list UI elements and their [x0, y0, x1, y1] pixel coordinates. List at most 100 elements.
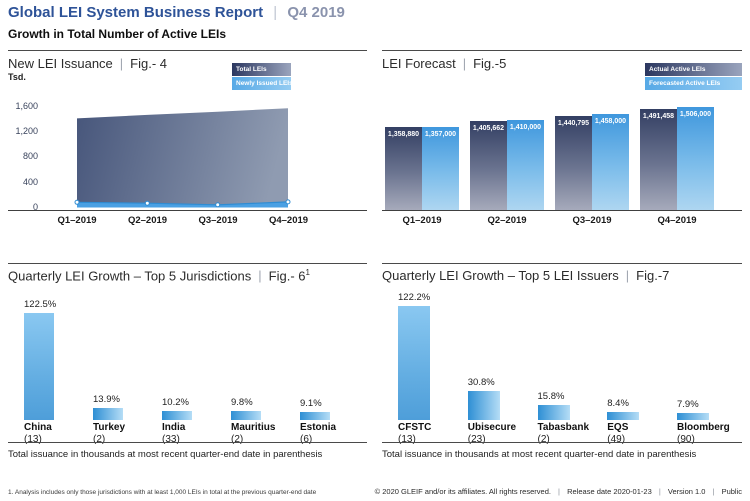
category-count-label: (33): [162, 434, 180, 445]
y-tick-label: 800: [22, 151, 38, 162]
category-count-label: (2): [231, 434, 244, 445]
footer-meta: © 2020 GLEIF and/or its affiliates. All …: [374, 487, 742, 496]
category-name-label: Tabasbank: [537, 422, 590, 433]
chart-title-top5-jurisdictions: Quarterly LEI Growth – Top 5 Jurisdictio…: [8, 268, 310, 284]
divider: [382, 442, 742, 443]
legend-total-leis: Total LEIs: [232, 63, 291, 76]
fig4-legend: Total LEIs Newly Issued LEIs: [232, 63, 293, 91]
bar-value-label: 1,491,458: [642, 113, 675, 121]
data-point-marker: [285, 199, 291, 205]
x-tick-label: Q4–2019: [268, 215, 309, 226]
title-pipe: |: [462, 56, 467, 71]
divider: [8, 50, 367, 51]
bar-value-label: 1,506,000: [679, 111, 712, 119]
category-count-label: (23): [467, 434, 486, 445]
chart-title-lei-forecast: LEI Forecast | Fig.-5: [382, 56, 507, 71]
fig5-label: Fig.-5: [473, 56, 507, 71]
growth-percent-label: 9.1%: [300, 398, 322, 410]
growth-bar: [162, 411, 192, 420]
left-column: New LEI Issuance | Fig.- 4 Total LEIs Newl…: [8, 0, 367, 501]
bar-value-label: 1,357,000: [424, 131, 457, 139]
category-count-label: (2): [93, 434, 106, 445]
growth-percent-label: 122.2%: [398, 292, 431, 304]
area-chart-svg: [74, 108, 291, 208]
x-tick-label: Q4–2019: [657, 215, 697, 226]
category-count-label: (2): [537, 434, 550, 445]
divider: [8, 442, 367, 443]
category-name-label: Bloomberg: [677, 422, 730, 433]
category-name-label: India: [162, 422, 186, 433]
growth-percent-label: 30.8%: [467, 377, 495, 389]
growth-bar: [24, 313, 54, 420]
visibility-text: Public: [721, 487, 742, 496]
data-point-marker: [74, 199, 80, 205]
growth-bar: [398, 306, 430, 420]
divider: [382, 50, 742, 51]
growth-percent-label: 10.2%: [162, 397, 189, 409]
copyright-text: © 2020 GLEIF and/or its affiliates. All …: [374, 487, 551, 496]
y-tick-label: 1,600: [15, 100, 38, 111]
category-name-label: Turkey: [93, 422, 126, 433]
fig7-note: Total issuance in thousands at most rece…: [382, 449, 697, 460]
report-period: Q4 2019: [287, 4, 345, 21]
actual-active-bar: 1,440,795: [555, 116, 592, 210]
growth-bar: [537, 405, 570, 420]
footnote: 1. Analysis includes only those jurisdic…: [8, 489, 317, 496]
fig5-x-axis-line: [382, 210, 742, 211]
category-count-label: (6): [300, 434, 313, 445]
growth-bar: [300, 412, 330, 420]
y-tick-label: 1,200: [15, 126, 38, 136]
fig4-x-axis-line: [8, 210, 367, 211]
growth-percent-label: 7.9%: [677, 398, 699, 410]
data-point-marker: [215, 202, 221, 208]
title-pipe: |: [119, 56, 124, 71]
bar-value-label: 1,358,880: [387, 131, 420, 139]
chart-title-new-lei-issuance: New LEI Issuance | Fig.- 4: [8, 56, 168, 71]
fig4-y-axis-unit: Tsd.: [8, 72, 26, 82]
data-point-marker: [144, 200, 150, 206]
y-tick-label: 0: [32, 202, 38, 213]
actual-active-bar: 1,405,662: [470, 120, 507, 210]
page-subtitle: Growth in Total Number of Active LEIs: [8, 27, 227, 41]
x-tick-label: Q1–2019: [402, 215, 442, 226]
legend-actual-active-leis: Actual Active LEIs: [645, 63, 742, 76]
right-column: LEI Forecast | Fig.-5 Actual Active LEIs F…: [382, 0, 742, 501]
newly-issued-line: [76, 201, 289, 206]
bar-value-label: 1,458,000: [594, 117, 627, 125]
forecasted-active-bar: 1,458,000: [592, 113, 629, 210]
x-tick-label: Q2–2019: [127, 215, 168, 226]
growth-bar: [467, 391, 500, 420]
bar-value-label: 1,440,795: [557, 120, 590, 127]
divider: [382, 263, 742, 264]
forecasted-active-bar: 1,357,000: [422, 127, 459, 210]
category-name-label: CFSTC: [398, 422, 432, 433]
category-name-label: Estonia: [300, 422, 337, 433]
title-separator: |: [273, 4, 278, 21]
category-count-label: (90): [677, 434, 695, 445]
fig5-legend: Actual Active LEIs Forecasted Active LEI…: [645, 63, 742, 91]
title-pipe: |: [258, 268, 262, 284]
legend-forecasted-active-leis: Forecasted Active LEIs: [645, 77, 742, 90]
growth-bar: [607, 412, 640, 420]
fig6-label: Fig.- 6: [268, 268, 306, 284]
growth-percent-label: 8.4%: [607, 398, 629, 410]
chart-title-top5-issuers: Quarterly LEI Growth – Top 5 LEI Issuers…: [382, 268, 670, 283]
category-name-label: Mauritius: [231, 422, 276, 433]
category-count-label: (13): [24, 434, 42, 445]
actual-active-bar: 1,358,880: [385, 127, 422, 210]
x-tick-label: Q3–2019: [198, 215, 238, 226]
report-name: Global LEI System Business Report: [8, 4, 264, 21]
category-count-label: (49): [607, 434, 626, 445]
actual-active-bar: 1,491,458: [640, 109, 677, 210]
x-tick-label: Q3–2019: [572, 215, 612, 226]
divider: [8, 263, 367, 264]
growth-percent-label: 9.8%: [231, 397, 253, 409]
total-leis-area: [77, 108, 288, 207]
bar-value-label: 1,405,662: [472, 124, 505, 132]
forecasted-active-bar: 1,506,000: [677, 107, 714, 210]
forecasted-active-bar: 1,410,000: [507, 120, 544, 210]
fig6-footnote-marker: 1: [305, 268, 310, 277]
category-name-label: China: [24, 422, 52, 433]
legend-newly-issued-leis: Newly Issued LEIs: [232, 77, 293, 90]
